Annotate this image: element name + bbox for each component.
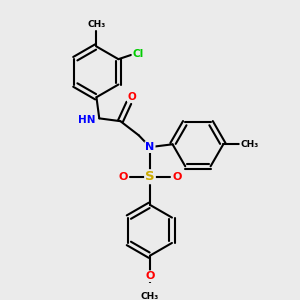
Text: Cl: Cl bbox=[133, 49, 144, 58]
Text: N: N bbox=[146, 142, 154, 152]
Text: O: O bbox=[172, 172, 182, 182]
Text: O: O bbox=[128, 92, 136, 102]
Text: CH₃: CH₃ bbox=[240, 140, 259, 149]
Text: CH₃: CH₃ bbox=[141, 292, 159, 300]
Text: S: S bbox=[145, 170, 155, 183]
Text: O: O bbox=[118, 172, 128, 182]
Text: O: O bbox=[145, 271, 155, 281]
Text: CH₃: CH₃ bbox=[87, 20, 106, 29]
Text: HN: HN bbox=[78, 115, 95, 125]
